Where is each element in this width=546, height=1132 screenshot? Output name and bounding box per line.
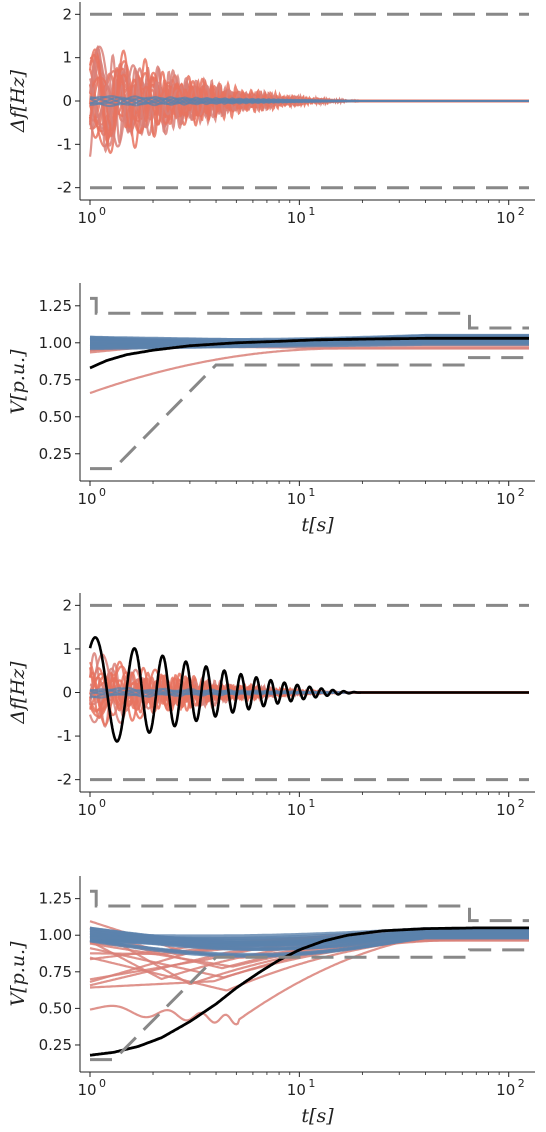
y-tick-label: -1 [57,135,72,153]
x-tick-label: 10 [496,801,515,819]
x-tick-label-exponent: 0 [99,205,106,218]
x-tick-label-exponent: 2 [518,797,525,810]
y-tick-label: 0.50 [39,408,72,426]
trajectory-group [88,636,529,743]
limit-line-lower [90,948,529,1062]
x-tick-label-exponent: 1 [308,486,315,499]
trajectory-group [88,44,529,157]
highlighted-trajectory [88,636,529,743]
x-axis-label: t[s] [301,514,334,536]
unstable-trajectory [89,347,529,395]
stable-trajectory [89,95,529,106]
y-tick-label: 0 [62,92,72,110]
x-tick-label: 10 [287,801,306,819]
x-tick-label-exponent: 0 [99,486,106,499]
trajectory-group [89,333,529,395]
x-tick-label: 10 [496,490,515,508]
stable-trajectory [89,935,529,947]
x-tick-label: 10 [77,1081,96,1099]
y-tick-label: 2 [62,596,72,614]
x-axis-label: t[s] [301,1105,334,1127]
y-axis-label: Δf[Hz] [7,69,29,133]
y-tick-label: 0.25 [39,1036,72,1054]
unstable-trajectory [89,938,529,979]
stable-trajectory [90,335,529,349]
x-tick-label: 10 [287,490,306,508]
y-tick-label: 0.75 [39,963,72,981]
x-tick-label-exponent: 2 [518,1077,525,1090]
y-tick-label: 0.25 [39,445,72,463]
y-tick-label: 0.75 [39,371,72,389]
y-tick-label: -1 [57,727,72,745]
x-tick-label-exponent: 0 [99,1077,106,1090]
y-axis-label: V[p.u.] [7,349,29,415]
y-tick-label: 1.00 [39,334,72,352]
y-tick-label: 2 [62,5,72,23]
highlighted-trajectory [89,926,529,1057]
y-tick-label: 0.50 [39,999,72,1017]
x-tick-label-exponent: 1 [308,1077,315,1090]
x-tick-label: 10 [77,490,96,508]
y-tick-label: 1 [62,640,72,658]
y-tick-label: -2 [57,771,72,789]
x-tick-label: 10 [287,1081,306,1099]
y-tick-label: 1 [62,49,72,67]
x-tick-label: 10 [287,209,306,227]
y-tick-label: 1.25 [39,890,72,908]
x-tick-label-exponent: 0 [99,797,106,810]
x-tick-label: 10 [77,209,96,227]
x-tick-label: 10 [77,801,96,819]
y-axis-label: Δf[Hz] [7,661,29,725]
y-tick-label: 0 [62,684,72,702]
x-tick-label-exponent: 1 [308,205,315,218]
limit-line-lower [90,356,529,471]
y-axis-label: V[p.u.] [7,941,29,1007]
y-tick-label: 1.00 [39,926,72,944]
x-tick-label: 10 [496,1081,515,1099]
trajectory-group [89,920,529,1057]
y-tick-label: 1.25 [39,297,72,315]
x-tick-label-exponent: 2 [518,205,525,218]
x-tick-label-exponent: 1 [308,797,315,810]
x-tick-label-exponent: 2 [518,486,525,499]
x-tick-label: 10 [496,209,515,227]
limit-line-upper [90,889,529,923]
highlighted-trajectory [89,336,529,370]
limit-line-upper [90,296,529,330]
y-tick-label: -2 [57,179,72,197]
stable-trajectory [89,929,529,942]
